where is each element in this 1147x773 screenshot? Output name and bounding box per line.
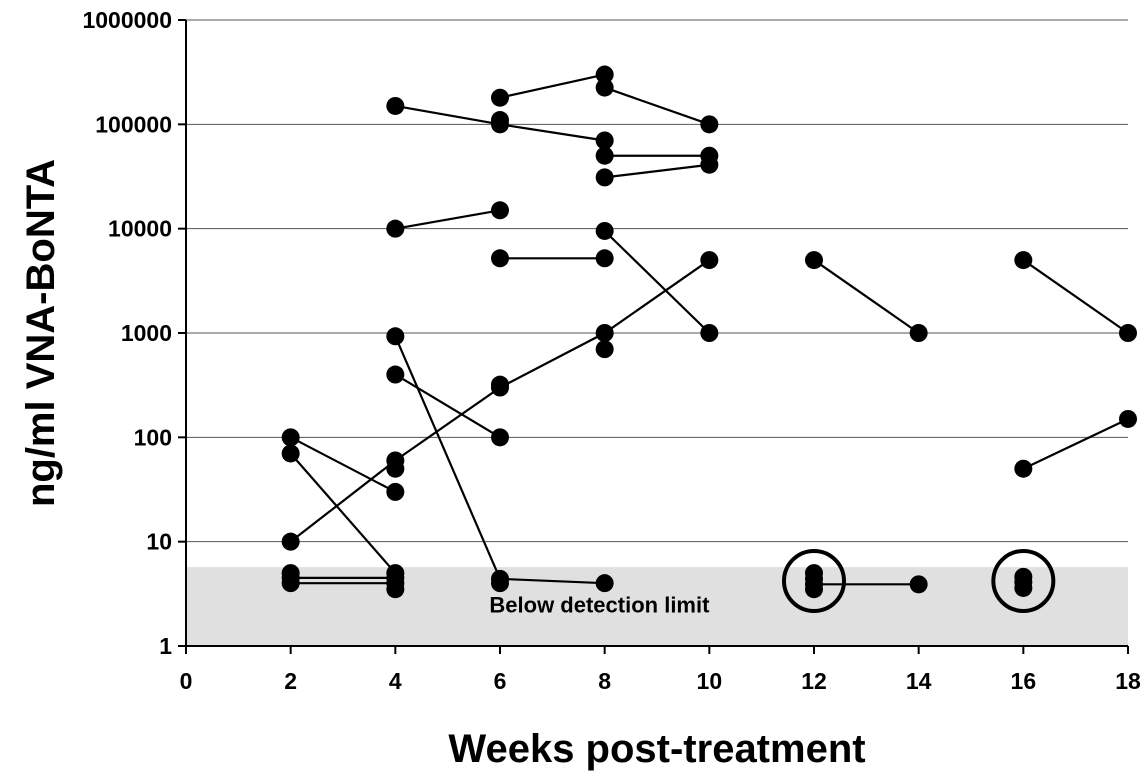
- data-point: [1014, 459, 1033, 478]
- data-point: [595, 65, 614, 84]
- highlight-circle: [991, 548, 1056, 613]
- series-line: [394, 335, 605, 585]
- data-point: [386, 365, 405, 384]
- data-point: [700, 115, 719, 134]
- data-point: [805, 564, 823, 583]
- data-point: [386, 219, 405, 238]
- data-point: [1119, 324, 1137, 342]
- series-line: [604, 163, 710, 179]
- y-tick-label: 1000: [121, 320, 172, 346]
- data-point: [491, 574, 509, 593]
- gridlines: [186, 19, 1128, 543]
- data-point: [595, 131, 614, 150]
- y-tick-labels: 1 10 100 1000 10000 100000 1000000: [82, 7, 186, 659]
- series-line: [1022, 417, 1129, 470]
- data-point: [595, 574, 614, 593]
- data-point: [491, 201, 509, 220]
- data-point: [595, 146, 614, 165]
- data-series: [281, 65, 1137, 599]
- y-tick-label: 100: [134, 424, 172, 450]
- series-line: [289, 452, 397, 574]
- data-point: [700, 155, 719, 174]
- data-point: [595, 221, 614, 240]
- data-point: [909, 324, 928, 342]
- x-tick-label: 18: [1115, 668, 1141, 694]
- data-point: [281, 444, 300, 463]
- series-line: [289, 259, 710, 543]
- data-point: [595, 168, 614, 187]
- x-tick-label: 10: [697, 668, 723, 694]
- data-point: [805, 580, 823, 599]
- series-line: [1022, 259, 1129, 334]
- data-point: [491, 249, 509, 268]
- x-tick-label: 2: [284, 668, 297, 694]
- series-line: [813, 259, 920, 334]
- y-axis-title: ng/ml VNA-BoNTA: [19, 159, 63, 507]
- data-point: [595, 78, 614, 97]
- y-tick-label: 10: [146, 529, 172, 555]
- data-point: [700, 251, 719, 270]
- y-tick-label: 1000000: [82, 7, 172, 33]
- data-point: [281, 532, 300, 551]
- x-tick-label: 0: [180, 668, 193, 694]
- x-tick-label: 6: [494, 668, 507, 694]
- data-point: [1014, 578, 1033, 597]
- highlight-circles: [782, 548, 1056, 613]
- series-line: [603, 230, 711, 334]
- data-point: [1119, 409, 1137, 428]
- data-point: [805, 251, 823, 270]
- data-point: [595, 249, 614, 268]
- data-point: [595, 324, 614, 342]
- series-line: [290, 436, 396, 493]
- data-point: [491, 375, 509, 394]
- data-point: [281, 574, 300, 593]
- data-point: [386, 580, 405, 599]
- x-tick-labels: 0 2 4 6 8 10 12 14 16 18: [180, 646, 1141, 694]
- x-tick-label: 16: [1011, 668, 1037, 694]
- series-line: [499, 73, 605, 99]
- data-point: [700, 324, 719, 342]
- data-point: [386, 459, 405, 478]
- data-point: [595, 340, 614, 359]
- detection-limit-label: Below detection limit: [489, 592, 710, 617]
- y-tick-label: 1: [159, 633, 172, 659]
- series-line: [395, 209, 501, 230]
- detection-limit-band: [186, 567, 1128, 646]
- data-point: [491, 88, 509, 107]
- data-point: [281, 428, 300, 447]
- x-tick-label: 12: [801, 668, 827, 694]
- x-axis-title: Weeks post-treatment: [448, 727, 865, 771]
- data-point: [491, 428, 509, 447]
- data-point: [909, 575, 928, 594]
- data-point: [1014, 251, 1033, 270]
- x-tick-label: 14: [906, 668, 932, 694]
- data-point: [386, 327, 405, 346]
- series-line: [604, 86, 710, 126]
- y-tick-label: 100000: [95, 111, 172, 137]
- data-point: [491, 111, 509, 130]
- y-tick-label: 10000: [108, 216, 172, 242]
- data-point: [386, 96, 405, 115]
- series-line: [394, 373, 501, 439]
- highlight-circle: [782, 548, 846, 613]
- x-tick-label: 4: [389, 668, 402, 694]
- data-point: [386, 482, 405, 501]
- x-tick-label: 8: [598, 668, 611, 694]
